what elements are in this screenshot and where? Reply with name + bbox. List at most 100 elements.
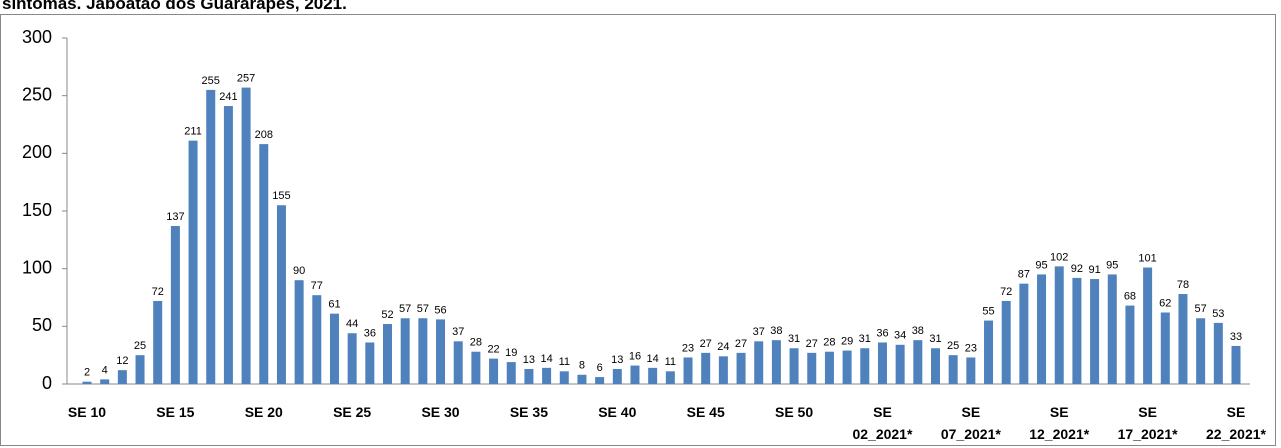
data-label: 28 (823, 337, 835, 349)
data-label: 44 (346, 318, 358, 330)
bar (736, 352, 746, 384)
bar (913, 340, 923, 384)
bar (1196, 318, 1206, 384)
bar (489, 358, 499, 384)
data-label: 53 (1212, 308, 1224, 320)
chart-title: sintomas. Jaboatão dos Guararapes, 2021. (2, 0, 347, 13)
x-tick-label: SE 17_2021* (1117, 404, 1178, 442)
bar (877, 342, 887, 384)
data-label: 29 (841, 335, 853, 347)
x-tick-label: SE 12_2021* (1029, 404, 1090, 442)
data-label: 68 (1124, 290, 1136, 302)
x-tick-label: SE 45 (686, 404, 725, 420)
bar (824, 351, 834, 384)
y-tick-label: 300 (22, 27, 52, 47)
data-label: 25 (947, 340, 959, 352)
data-label: 37 (753, 326, 765, 338)
data-label: 36 (364, 327, 376, 339)
data-label: 91 (1088, 264, 1100, 276)
bar (789, 348, 799, 384)
x-tick-label: SE 15 (156, 404, 195, 420)
bar (153, 300, 163, 384)
bar (771, 340, 781, 384)
bar (984, 320, 994, 384)
bar (100, 379, 110, 384)
bar (948, 355, 958, 384)
data-label: 72 (1000, 286, 1012, 298)
data-label: 23 (965, 342, 977, 354)
bar (930, 348, 940, 384)
data-label: 77 (311, 280, 323, 292)
data-label: 92 (1071, 263, 1083, 275)
x-tick-label: SE 35 (509, 404, 548, 420)
data-label: 25 (134, 340, 146, 352)
bar (1231, 345, 1241, 384)
bar (1072, 277, 1082, 384)
bar (206, 89, 216, 385)
bar (1125, 305, 1135, 384)
data-label: 27 (700, 338, 712, 350)
bar (82, 381, 92, 384)
bar (259, 144, 269, 384)
y-tick-label: 250 (22, 84, 52, 104)
y-tick-label: 50 (32, 315, 52, 335)
data-label: 72 (152, 286, 164, 298)
bar (135, 355, 145, 384)
bar (595, 377, 605, 384)
bar (1178, 294, 1188, 384)
data-label: 2 (84, 367, 90, 379)
bar (223, 106, 233, 385)
data-label: 12 (116, 355, 128, 367)
bar (701, 352, 711, 384)
data-label: 34 (894, 330, 906, 342)
data-label: 241 (219, 91, 237, 103)
x-tick-label: SE 22_2021* (1206, 404, 1266, 442)
data-label: 90 (293, 265, 305, 277)
bar (807, 352, 817, 384)
data-label: 102 (1050, 251, 1068, 263)
data-label: 61 (328, 299, 340, 311)
x-tick-label: SE 07_2021* (940, 404, 1001, 442)
x-tick-label: SE 25 (333, 404, 372, 420)
bar (665, 371, 675, 384)
data-label: 62 (1159, 297, 1171, 309)
bar (1019, 283, 1029, 384)
bar (383, 324, 393, 384)
bar (842, 350, 852, 384)
bar (1001, 300, 1011, 384)
data-label: 137 (166, 211, 184, 223)
y-tick-label: 100 (22, 257, 52, 277)
bar (436, 319, 446, 384)
data-label: 19 (505, 347, 517, 359)
data-label: 8 (579, 360, 585, 372)
data-label: 101 (1138, 252, 1156, 264)
bar (453, 341, 463, 384)
data-label: 257 (237, 72, 255, 84)
bar (1054, 266, 1064, 384)
bar (1037, 274, 1047, 384)
bar (754, 341, 764, 384)
bar (241, 87, 251, 385)
bar (630, 365, 640, 384)
bar (542, 367, 552, 384)
bar (718, 356, 728, 384)
x-tick-label: SE 02_2021* (852, 404, 913, 442)
data-label: 87 (1018, 269, 1030, 281)
bar (1213, 322, 1223, 384)
bar (1090, 279, 1100, 384)
bar (312, 295, 322, 384)
data-label: 4 (102, 364, 108, 376)
bar (1160, 312, 1170, 384)
data-label: 14 (540, 353, 552, 365)
x-tick-label: SE 20 (244, 404, 283, 420)
data-label: 56 (434, 304, 446, 316)
x-tick-label: SE 50 (774, 404, 814, 420)
bar (329, 313, 339, 384)
data-label: 11 (559, 356, 570, 368)
bar (188, 140, 198, 384)
bar (559, 371, 569, 384)
data-label: 37 (452, 326, 464, 338)
x-tick-label: SE 40 (598, 404, 637, 420)
